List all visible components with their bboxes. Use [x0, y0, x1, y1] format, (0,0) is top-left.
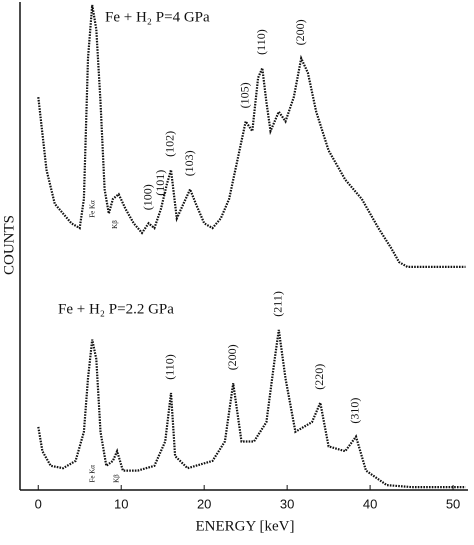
emission-label: Fe Kα	[89, 200, 97, 218]
peak-label: (102)	[163, 131, 177, 157]
x-tick-label: 40	[363, 496, 377, 511]
peak-label: (105)	[237, 82, 251, 108]
series-line	[37, 329, 466, 489]
peak-label: (200)	[293, 19, 307, 45]
peak-label: (220)	[312, 364, 326, 390]
x-tick-label: 0	[35, 496, 42, 511]
series-label: Fe + H₂ P=2.2 GPa	[58, 301, 174, 317]
y-axis-label: COUNTS	[1, 215, 17, 275]
peak-label: (100)	[140, 184, 154, 210]
emission-label: Kβ	[113, 474, 121, 483]
x-tick-label: 10	[114, 496, 128, 511]
peak-label: (101)	[153, 170, 167, 196]
series-label: Fe + H₂ P=4 GPa	[105, 9, 210, 25]
peak-label: (310)	[348, 398, 362, 424]
x-axis-label: ENERGY [keV]	[195, 518, 294, 534]
peak-label: (211)	[271, 291, 285, 317]
peak-label: (103)	[182, 150, 196, 176]
x-tick-label: 20	[197, 496, 211, 511]
peak-label: (200)	[225, 344, 239, 370]
peak-label: (110)	[163, 354, 177, 380]
x-tick-label: 30	[280, 496, 294, 511]
emission-label: Fe Kα	[89, 465, 97, 483]
series-line	[37, 4, 466, 268]
x-tick-label: 50	[446, 496, 460, 511]
emission-label: Kβ	[111, 220, 119, 229]
peak-label: (110)	[254, 29, 268, 55]
